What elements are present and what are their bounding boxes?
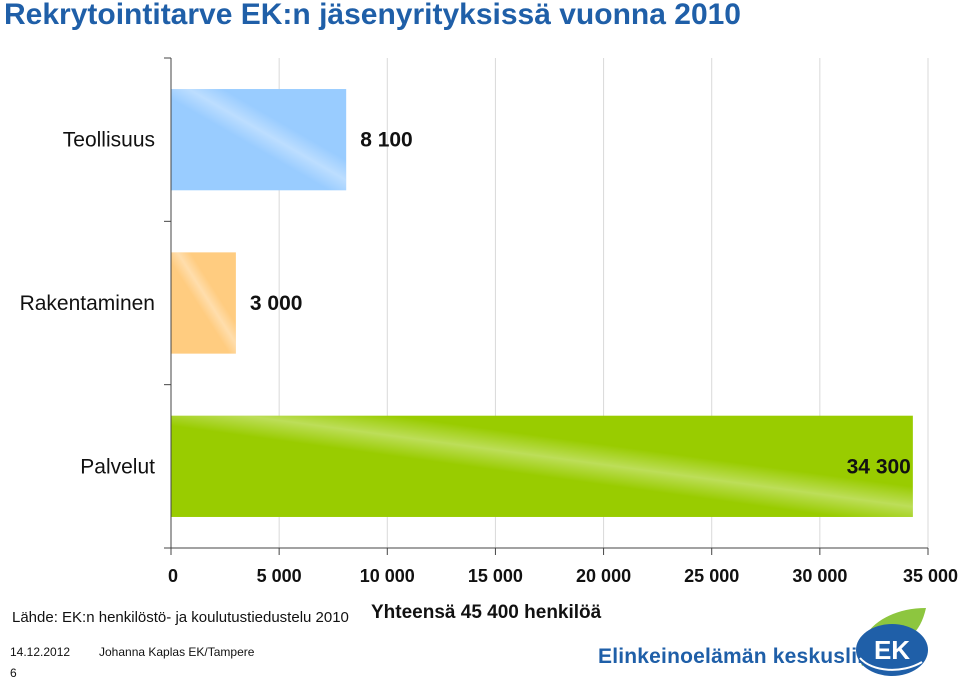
total-note: Yhteensä 45 400 henkilöä	[371, 602, 602, 623]
x-tick-label: 20 000	[576, 566, 631, 586]
x-tick-label: 25 000	[684, 566, 739, 586]
footer-author: Johanna Kaplas EK/Tampere	[99, 645, 255, 659]
category-label: Palvelut	[80, 455, 155, 478]
labels: Teollisuus 8 100 Rakentaminen 3 000 Palvelut…	[20, 129, 958, 586]
value-label: 3 000	[250, 292, 303, 315]
source-note: Lähde: EK:n henkilöstö- ja koulutustiedu…	[12, 609, 349, 626]
value-label: 8 100	[360, 129, 413, 152]
footer-date: 14.12.2012	[10, 645, 71, 659]
x-tick-label: 10 000	[360, 566, 415, 586]
x-tick-label: 15 000	[468, 566, 523, 586]
bar-highlight	[171, 252, 236, 354]
bars	[171, 89, 913, 517]
category-label: Teollisuus	[63, 129, 155, 152]
page-number: 6	[10, 666, 17, 680]
x-tick-label: 0	[168, 566, 178, 586]
bar-highlight	[171, 89, 347, 191]
ek-logo: EK	[856, 608, 928, 676]
bar-highlight	[171, 415, 913, 517]
x-tick-label: 35 000	[903, 566, 958, 586]
logo-text: EK	[874, 635, 910, 665]
chart-title: Rekrytointitarve EK:n jäsenyrityksissä v…	[4, 0, 741, 31]
x-tick-label: 5 000	[257, 566, 302, 586]
bar-chart: Teollisuus 8 100 Rakentaminen 3 000 Palvelut…	[20, 57, 958, 586]
value-label: 34 300	[847, 455, 911, 478]
x-tick-label: 30 000	[792, 566, 847, 586]
axes	[164, 57, 929, 555]
organization-name: Elinkeinoelämän keskusliitto	[598, 645, 891, 668]
category-label: Rakentaminen	[20, 292, 155, 315]
